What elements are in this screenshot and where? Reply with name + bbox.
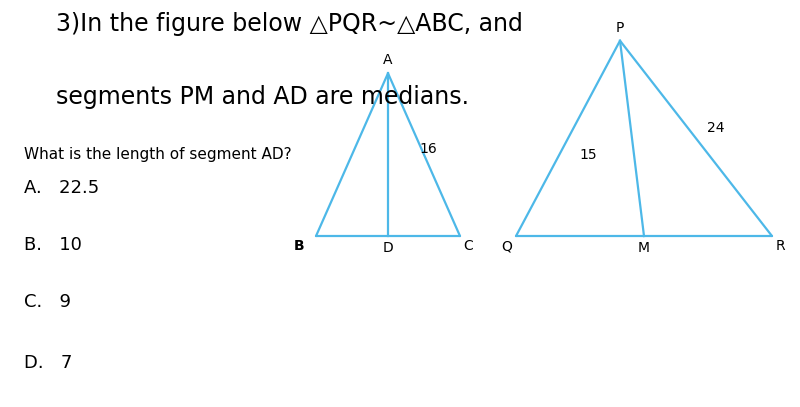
Text: A: A (383, 53, 393, 67)
Text: segments PM and AD are medians.: segments PM and AD are medians. (56, 85, 469, 109)
Text: 24: 24 (707, 121, 725, 135)
Text: 15: 15 (579, 148, 597, 162)
Text: 16: 16 (419, 142, 437, 155)
Text: C: C (463, 239, 474, 253)
Text: P: P (616, 21, 624, 35)
Text: D.   7: D. 7 (24, 354, 72, 372)
Text: D: D (382, 241, 394, 255)
Text: 3)In the figure below △PQR~△ABC, and: 3)In the figure below △PQR~△ABC, and (56, 12, 523, 36)
Text: B: B (294, 239, 304, 253)
Text: C.   9: C. 9 (24, 293, 71, 311)
Text: R: R (775, 239, 786, 253)
Text: What is the length of segment AD?: What is the length of segment AD? (24, 147, 292, 162)
Text: M: M (638, 241, 650, 255)
Text: A.   22.5: A. 22.5 (24, 179, 99, 197)
Text: Q: Q (502, 239, 513, 253)
Text: B.   10: B. 10 (24, 236, 82, 254)
